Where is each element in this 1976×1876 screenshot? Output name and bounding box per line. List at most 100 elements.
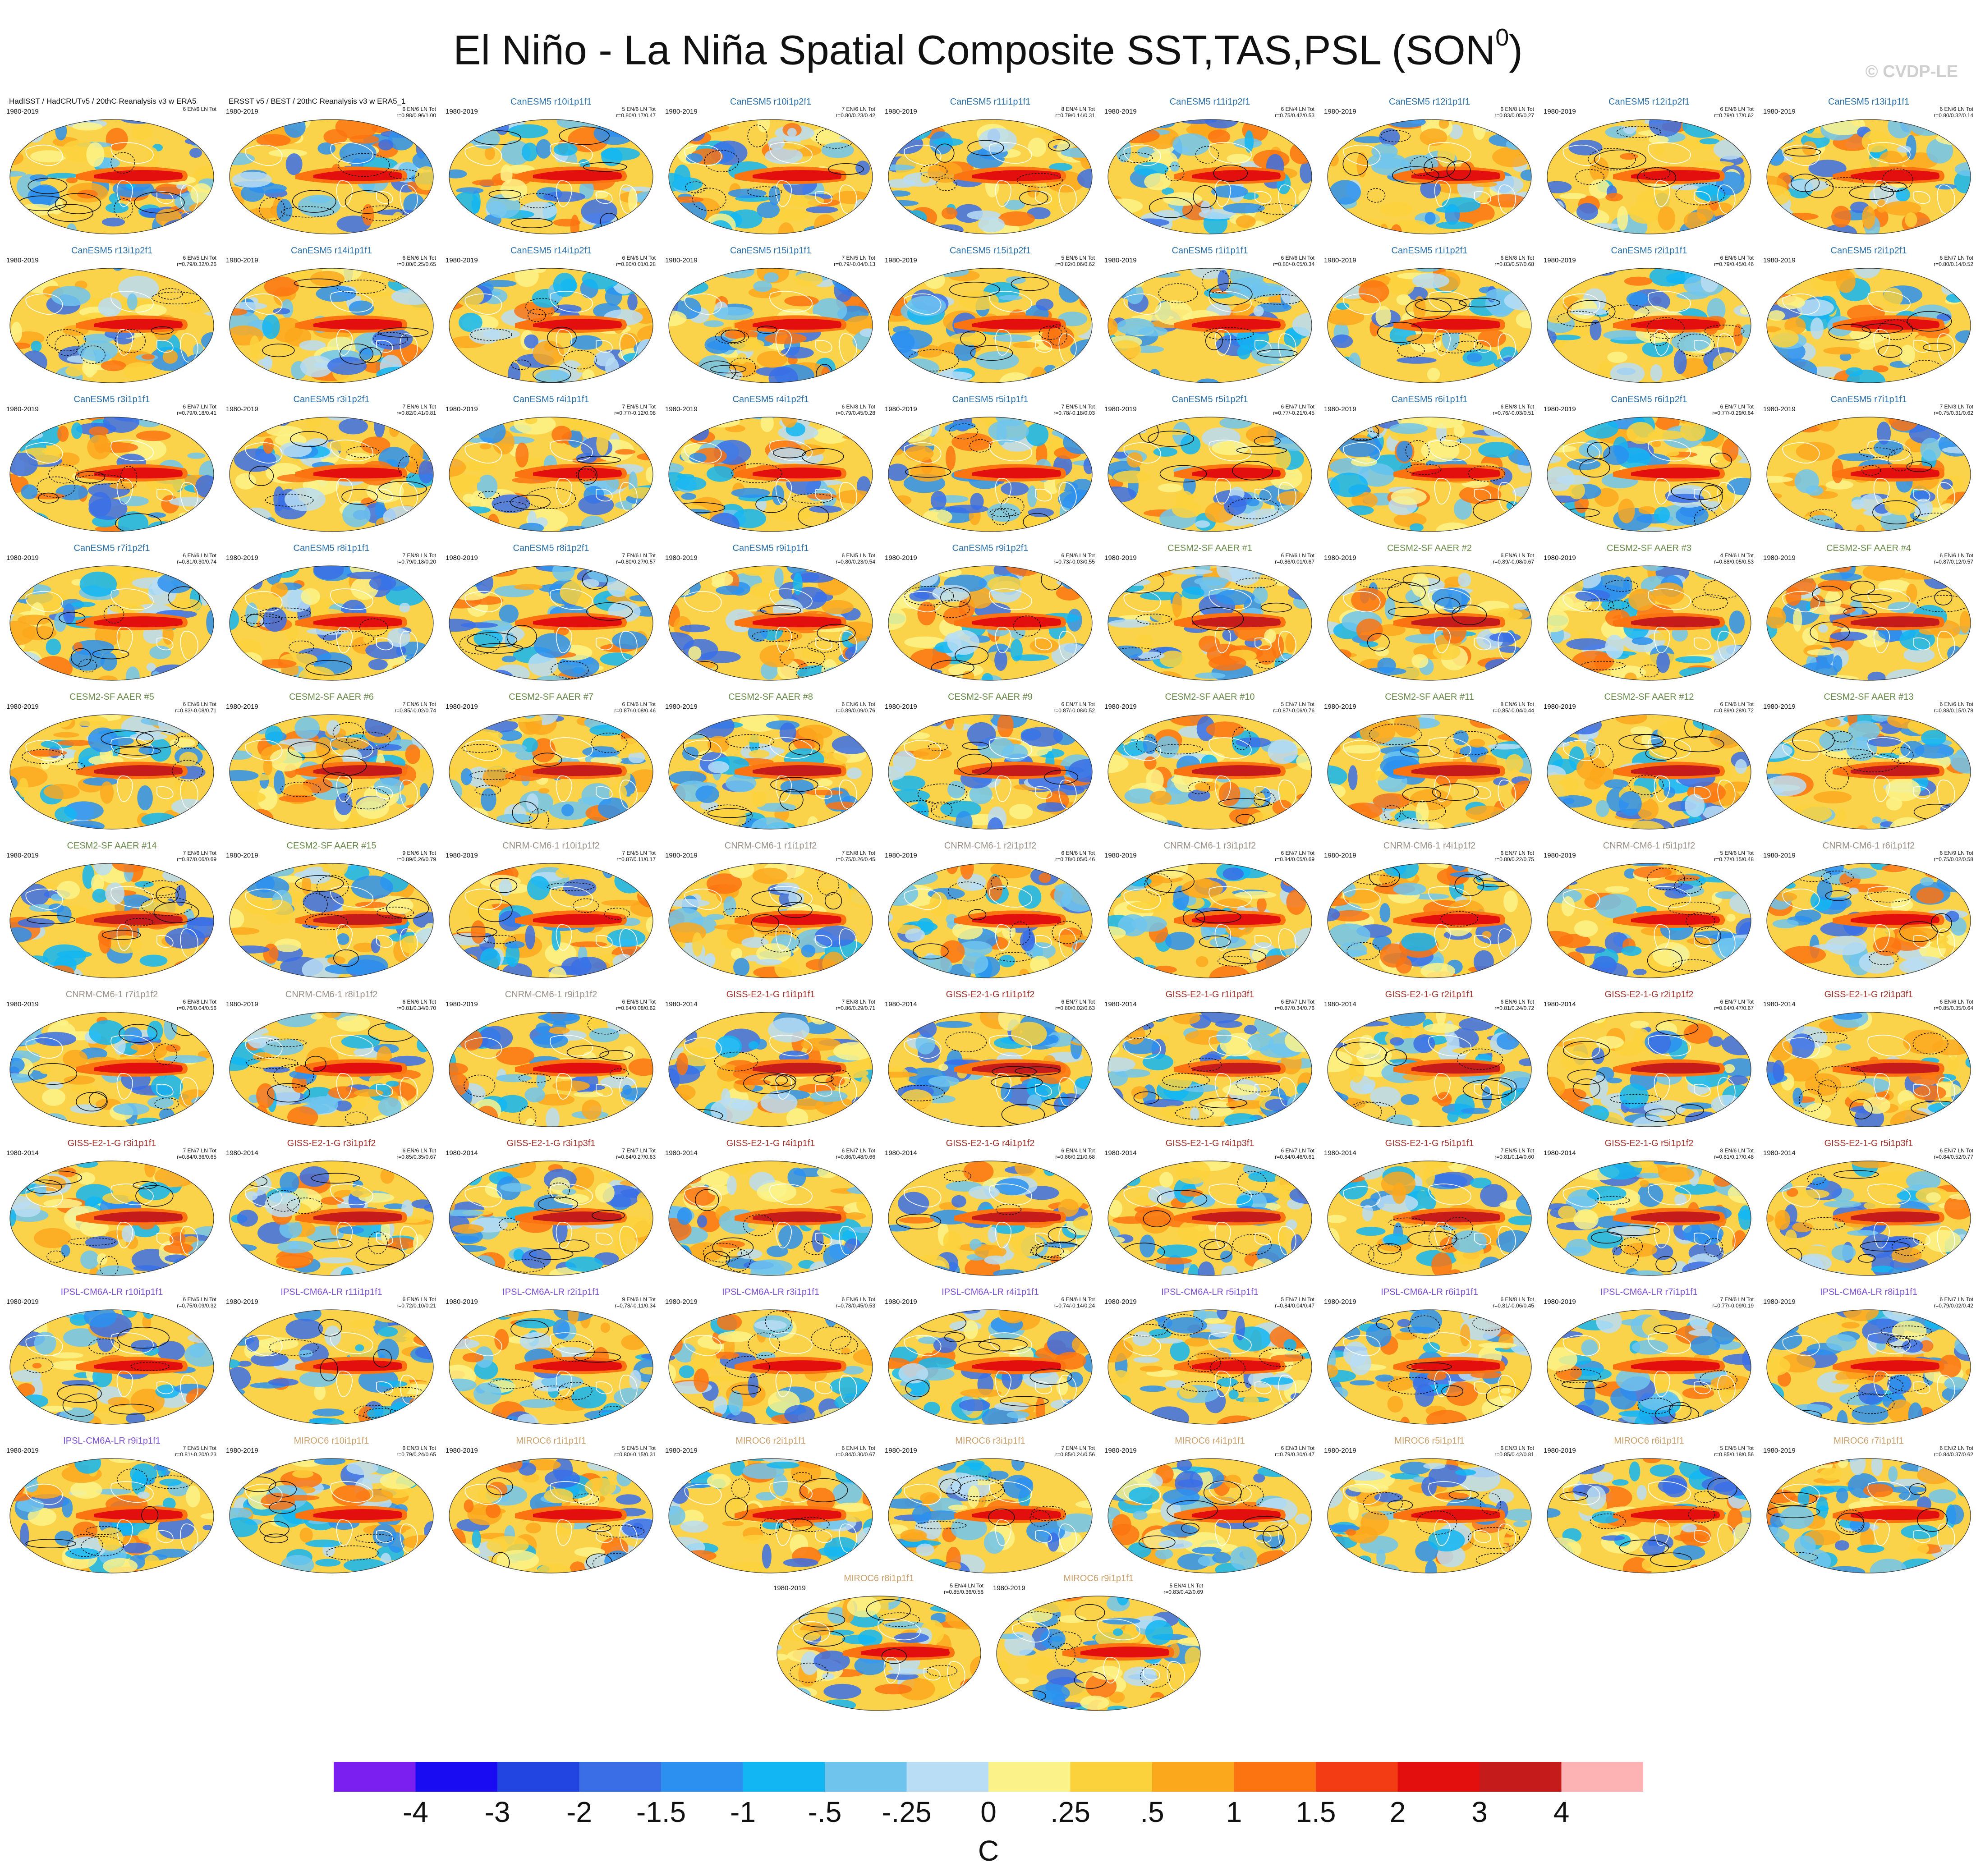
colorbar-swatch bbox=[906, 1762, 989, 1792]
event-stats: 6 EN/6 LN Tot r=0.74/-0.14/0.24 bbox=[1053, 1296, 1095, 1309]
colorbar-swatch bbox=[334, 1762, 416, 1792]
period-label: 1980-2019 bbox=[446, 108, 478, 115]
map-panel: CESM2-SF AAER #2 1980-2019 6 EN/6 LN Tot r… bbox=[1322, 543, 1537, 686]
world-map bbox=[9, 863, 214, 978]
world-map bbox=[1766, 1012, 1971, 1127]
map-panel: CanESM5 r2i1p1f1 1980-2019 6 EN/6 LN Tot r… bbox=[1542, 246, 1756, 388]
member-name: IPSL-CM6A-LR r10i1p1f1 bbox=[60, 1287, 163, 1297]
event-stats: 5 EN/5 LN Tot r=0.80/-0.15/0.31 bbox=[614, 1445, 656, 1458]
map-panel: CanESM5 r7i1p1f1 1980-2019 7 EN/3 LN Tot r… bbox=[1761, 394, 1976, 537]
period-label: 1980-2019 bbox=[885, 257, 917, 264]
world-map bbox=[449, 1309, 653, 1425]
period-label: 1980-2019 bbox=[1544, 108, 1576, 115]
period-label: 1980-2014 bbox=[1544, 1000, 1576, 1008]
period-label: 1980-2019 bbox=[1324, 108, 1356, 115]
world-map bbox=[449, 1012, 653, 1127]
world-map bbox=[1547, 417, 1751, 532]
colorbar-swatch bbox=[1234, 1762, 1316, 1792]
map-panel: CESM2-SF AAER #1 1980-2019 6 EN/6 LN Tot r… bbox=[1103, 543, 1317, 686]
period-label: 1980-2019 bbox=[226, 1298, 258, 1306]
event-stats: 5 EN/7 LN Tot r=0.84/0.04/0.47 bbox=[1275, 1296, 1314, 1309]
event-stats: 6 EN/7 LN Tot r=0.86/0.48/0.66 bbox=[836, 1147, 875, 1160]
period-label: 1980-2019 bbox=[665, 1447, 698, 1454]
map-panel: CESM2-SF AAER #10 1980-2019 5 EN/7 LN Tot … bbox=[1103, 692, 1317, 835]
member-name: MIROC6 r2i1p1f1 bbox=[735, 1436, 806, 1446]
world-map bbox=[668, 714, 873, 830]
map-panel: GISS-E2-1-G r2i1p1f1 1980-2014 6 EN/6 LN T… bbox=[1322, 990, 1537, 1132]
colorbar-tick-label: 0 bbox=[980, 1796, 997, 1828]
event-stats: 6 EN/5 LN Tot r=0.79/0.32/0.26 bbox=[177, 255, 216, 267]
member-name: MIROC6 r10i1p1f1 bbox=[294, 1436, 369, 1446]
colorbar-tick-label: 2 bbox=[1389, 1796, 1406, 1828]
member-name: CNRM-CM6-1 r5i1p1f2 bbox=[1603, 841, 1696, 851]
world-map bbox=[1766, 714, 1971, 830]
map-panel: CanESM5 r15i1p1f1 1980-2019 7 EN/5 LN Tot … bbox=[663, 246, 878, 388]
map-panel: CanESM5 r8i1p2f1 1980-2019 7 EN/6 LN Tot r… bbox=[444, 543, 658, 686]
period-label: 1980-2019 bbox=[1104, 1298, 1137, 1306]
period-label: 1980-2019 bbox=[1324, 1447, 1356, 1454]
member-name: GISS-E2-1-G r2i1p3f1 bbox=[1824, 990, 1913, 1000]
event-stats: 8 EN/6 LN Tot r=0.85/-0.04/0.44 bbox=[1493, 701, 1534, 714]
member-name: CESM2-SF AAER #14 bbox=[67, 841, 157, 851]
world-map bbox=[668, 268, 873, 383]
world-map bbox=[229, 1458, 434, 1573]
period-label: 1980-2019 bbox=[226, 108, 258, 115]
map-panel: MIROC6 r2i1p1f1 1980-2019 6 EN/4 LN Tot r=… bbox=[663, 1436, 878, 1578]
event-stats: 6 EN/7 LN Tot r=0.84/0.52/0.77 bbox=[1934, 1147, 1973, 1160]
member-name: CESM2-SF AAER #3 bbox=[1607, 543, 1691, 553]
map-panel: CanESM5 r5i1p1f1 1980-2019 7 EN/5 LN Tot r… bbox=[883, 394, 1098, 537]
event-stats: 6 EN/9 LN Tot r=0.75/0.02/0.58 bbox=[1934, 850, 1973, 862]
period-label: 1980-2019 bbox=[6, 257, 39, 264]
map-panel: CESM2-SF AAER #11 1980-2019 8 EN/6 LN Tot … bbox=[1322, 692, 1537, 835]
map-panel: CNRM-CM6-1 r7i1p1f2 1980-2019 6 EN/8 LN To… bbox=[5, 990, 219, 1132]
member-name: CNRM-CM6-1 r1i1p1f2 bbox=[724, 841, 817, 851]
member-name: IPSL-CM6A-LR r7i1p1f1 bbox=[1600, 1287, 1698, 1297]
event-stats: 6 EN/7 LN Tot r=0.87/0.34/0.76 bbox=[1275, 999, 1314, 1011]
event-stats: 6 EN/2 LN Tot r=0.84/0.37/0.62 bbox=[1934, 1445, 1973, 1458]
colorbar-swatch bbox=[825, 1762, 907, 1792]
map-panel: CanESM5 r10i1p2f1 1980-2019 7 EN/6 LN Tot … bbox=[663, 97, 878, 239]
member-name: CanESM5 r6i1p2f1 bbox=[1611, 394, 1687, 404]
period-label: 1980-2019 bbox=[446, 1000, 478, 1008]
event-stats: 6 EN/6 LN Tot bbox=[183, 106, 216, 112]
member-name: CanESM5 r11i1p2f1 bbox=[1169, 97, 1250, 107]
map-panel: IPSL-CM6A-LR r2i1p1f1 1980-2019 9 EN/6 LN … bbox=[444, 1287, 658, 1430]
member-name: MIROC6 r1i1p1f1 bbox=[516, 1436, 586, 1446]
world-map bbox=[9, 1458, 214, 1573]
world-map bbox=[1766, 1309, 1971, 1425]
map-panel: GISS-E2-1-G r5i1p1f2 1980-2014 8 EN/6 LN T… bbox=[1542, 1138, 1756, 1281]
event-stats: 6 EN/4 LN Tot r=0.86/0.21/0.68 bbox=[1055, 1147, 1095, 1160]
world-map bbox=[229, 565, 434, 681]
member-name: CESM2-SF AAER #4 bbox=[1826, 543, 1911, 553]
event-stats: 7 EN/4 LN Tot r=0.85/0.24/0.56 bbox=[1055, 1445, 1095, 1458]
map-panel: GISS-E2-1-G r3i1p3f1 1980-2014 7 EN/7 LN T… bbox=[444, 1138, 658, 1281]
map-panel: MIROC6 r6i1p1f1 1980-2019 5 EN/5 LN Tot r=… bbox=[1542, 1436, 1756, 1578]
member-name: GISS-E2-1-G r4i1p3f1 bbox=[1165, 1138, 1255, 1148]
map-panel: CESM2-SF AAER #5 1980-2019 6 EN/6 LN Tot r… bbox=[5, 692, 219, 835]
event-stats: 6 EN/6 LN Tot r=0.87/0.12/0.57 bbox=[1934, 552, 1973, 565]
event-stats: 8 EN/4 LN Tot r=0.79/0.14/0.31 bbox=[1055, 106, 1095, 119]
event-stats: 6 EN/6 LN Tot r=0.98/0.96/1.00 bbox=[396, 106, 436, 119]
member-name: GISS-E2-1-G r1i1p1f1 bbox=[726, 990, 815, 1000]
world-map bbox=[1327, 417, 1532, 532]
event-stats: 6 EN/8 LN Tot r=0.83/0.57/0.68 bbox=[1494, 255, 1534, 267]
member-name: CanESM5 r14i1p2f1 bbox=[510, 246, 592, 256]
map-panel: CNRM-CM6-1 r6i1p1f2 1980-2019 6 EN/9 LN To… bbox=[1761, 841, 1976, 983]
member-name: CNRM-CM6-1 r4i1p1f2 bbox=[1383, 841, 1476, 851]
event-stats: 7 EN/3 LN Tot r=0.75/0.31/0.62 bbox=[1934, 404, 1973, 416]
period-label: 1980-2019 bbox=[6, 1000, 39, 1008]
period-label: 1980-2019 bbox=[6, 554, 39, 562]
map-panel: CanESM5 r14i1p1f1 1980-2019 6 EN/6 LN Tot … bbox=[224, 246, 439, 388]
world-map bbox=[9, 565, 214, 681]
period-label: 1980-2019 bbox=[226, 1000, 258, 1008]
world-map bbox=[1107, 1160, 1312, 1276]
member-name: CanESM5 r1i1p1f1 bbox=[1172, 246, 1248, 256]
world-map bbox=[229, 714, 434, 830]
map-panel: MIROC6 r3i1p1f1 1980-2019 7 EN/4 LN Tot r=… bbox=[883, 1436, 1098, 1578]
map-panel: CanESM5 r6i1p1f1 1980-2019 6 EN/8 LN Tot r… bbox=[1322, 394, 1537, 537]
map-panel: CESM2-SF AAER #13 1980-2019 6 EN/6 LN Tot … bbox=[1761, 692, 1976, 835]
event-stats: 6 EN/6 LN Tot r=0.83/-0.08/0.71 bbox=[175, 701, 216, 714]
world-map bbox=[888, 565, 1093, 681]
world-map bbox=[1766, 565, 1971, 681]
world-map bbox=[229, 119, 434, 234]
